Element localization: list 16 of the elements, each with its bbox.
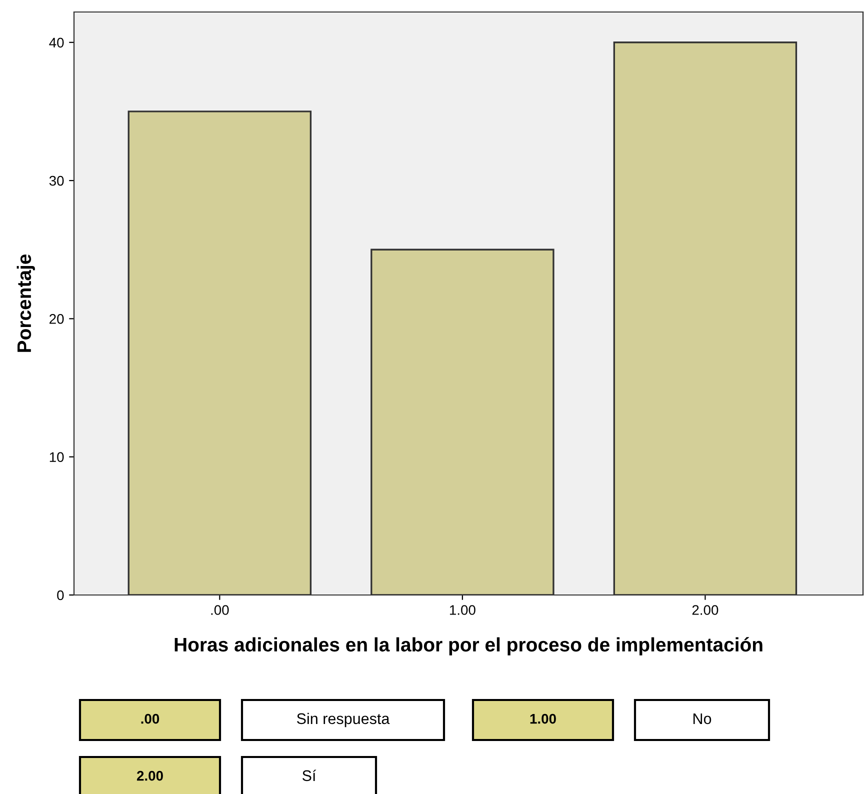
y-axis-title: Porcentaje xyxy=(16,254,35,352)
text: .00 xyxy=(141,714,160,724)
x-tick-label: 1.00 xyxy=(450,605,476,615)
x-axis-title: Horas adicionales en la labor por el proceso de implementación xyxy=(174,637,762,656)
text: Sin respuesta xyxy=(296,712,390,728)
x-tick-label: .00 xyxy=(211,605,229,615)
text: Sí xyxy=(302,770,316,782)
text: 2.00 xyxy=(136,770,163,781)
text: No xyxy=(693,713,712,724)
x-tick-label: 2.00 xyxy=(692,605,718,615)
text: 1.00 xyxy=(530,714,556,724)
y-tick-label: 20 xyxy=(50,314,64,324)
y-tick-label: 30 xyxy=(49,176,64,186)
y-tick-label: 40 xyxy=(49,38,64,48)
y-tick-label: 0 xyxy=(57,590,64,600)
y-tick-label: 10 xyxy=(50,452,64,462)
